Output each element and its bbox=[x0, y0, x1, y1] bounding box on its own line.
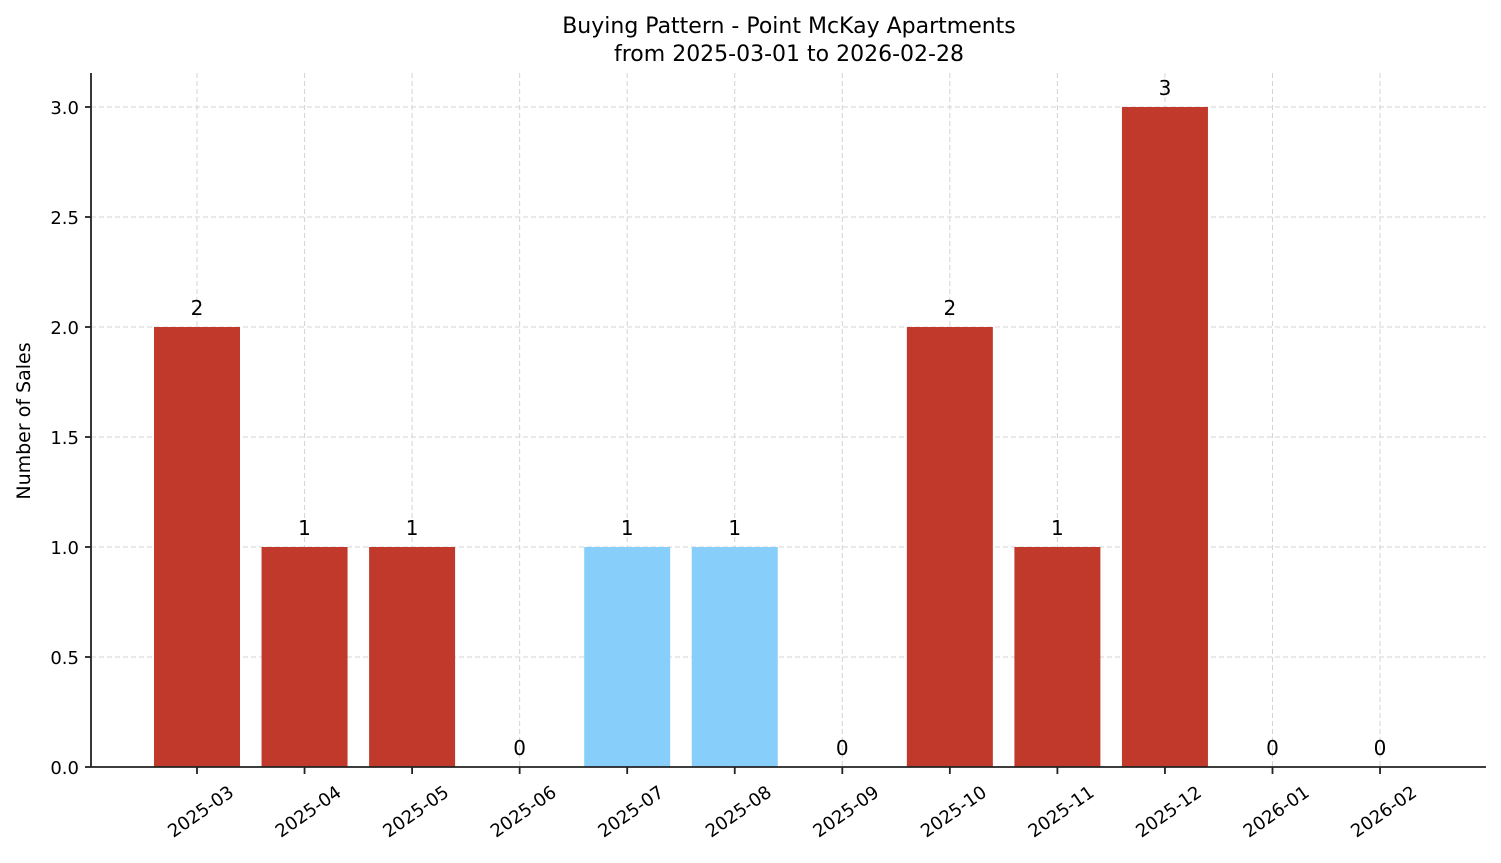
bar-2025-07 bbox=[584, 547, 671, 767]
y-tick-label: 2.5 bbox=[50, 208, 79, 229]
bar-2025-10 bbox=[906, 327, 993, 767]
x-tick-label: 2025-07 bbox=[594, 782, 668, 842]
bar-2025-05 bbox=[369, 547, 456, 767]
bar-value-label: 1 bbox=[1051, 516, 1064, 540]
x-tick-label: 2025-03 bbox=[164, 782, 238, 842]
bars bbox=[154, 107, 1208, 767]
bar-value-label: 1 bbox=[728, 516, 741, 540]
x-axis-ticks: 2025-03 2025-04 2025-05 2025-06 2025-07 2025-… bbox=[164, 767, 1421, 842]
x-tick-label: 2025-11 bbox=[1025, 782, 1099, 842]
bar-2025-03 bbox=[154, 327, 240, 767]
bar-value-label: 1 bbox=[406, 516, 419, 540]
y-tick-label: 2.0 bbox=[50, 318, 79, 339]
chart-title: Buying Pattern - Point McKay Apartments bbox=[562, 14, 1016, 39]
bar-value-label: 2 bbox=[191, 296, 204, 320]
bar-value-label: 0 bbox=[1374, 736, 1387, 760]
x-tick-label: 2025-12 bbox=[1132, 782, 1206, 842]
x-tick-label: 2026-01 bbox=[1240, 782, 1314, 842]
bar-value-label: 2 bbox=[943, 296, 956, 320]
data-labels: 2 1 1 0 1 1 0 2 1 3 0 0 bbox=[191, 76, 1387, 760]
bar-value-label: 0 bbox=[1266, 736, 1279, 760]
bar-value-label: 3 bbox=[1159, 76, 1172, 100]
bar-2025-12 bbox=[1121, 107, 1208, 767]
y-tick-label: 0.0 bbox=[50, 758, 79, 779]
x-tick-label: 2025-10 bbox=[917, 782, 991, 842]
x-tick-label: 2025-04 bbox=[272, 782, 346, 842]
bar-value-label: 1 bbox=[621, 516, 634, 540]
bar-value-label: 1 bbox=[298, 516, 311, 540]
y-axis-label: Number of Sales bbox=[13, 342, 35, 499]
x-tick-label: 2025-06 bbox=[487, 782, 561, 842]
y-tick-label: 0.5 bbox=[50, 648, 79, 669]
chart-subtitle: from 2025-03-01 to 2026-02-28 bbox=[614, 42, 964, 67]
bar-2025-04 bbox=[261, 547, 348, 767]
x-tick-label: 2025-09 bbox=[810, 782, 884, 842]
y-tick-label: 1.5 bbox=[50, 428, 79, 449]
x-tick-label: 2025-05 bbox=[379, 782, 453, 842]
y-axis-ticks: 0.0 0.5 1.0 1.5 2.0 2.5 3.0 bbox=[50, 98, 91, 779]
bar-value-label: 0 bbox=[513, 736, 526, 760]
bar-2025-08 bbox=[691, 547, 778, 767]
y-tick-label: 1.0 bbox=[50, 538, 79, 559]
bar-value-label: 0 bbox=[836, 736, 849, 760]
x-tick-label: 2025-08 bbox=[702, 782, 776, 842]
bar-2025-11 bbox=[1014, 547, 1101, 767]
y-tick-label: 3.0 bbox=[50, 98, 79, 119]
x-tick-label: 2026-02 bbox=[1347, 782, 1421, 842]
